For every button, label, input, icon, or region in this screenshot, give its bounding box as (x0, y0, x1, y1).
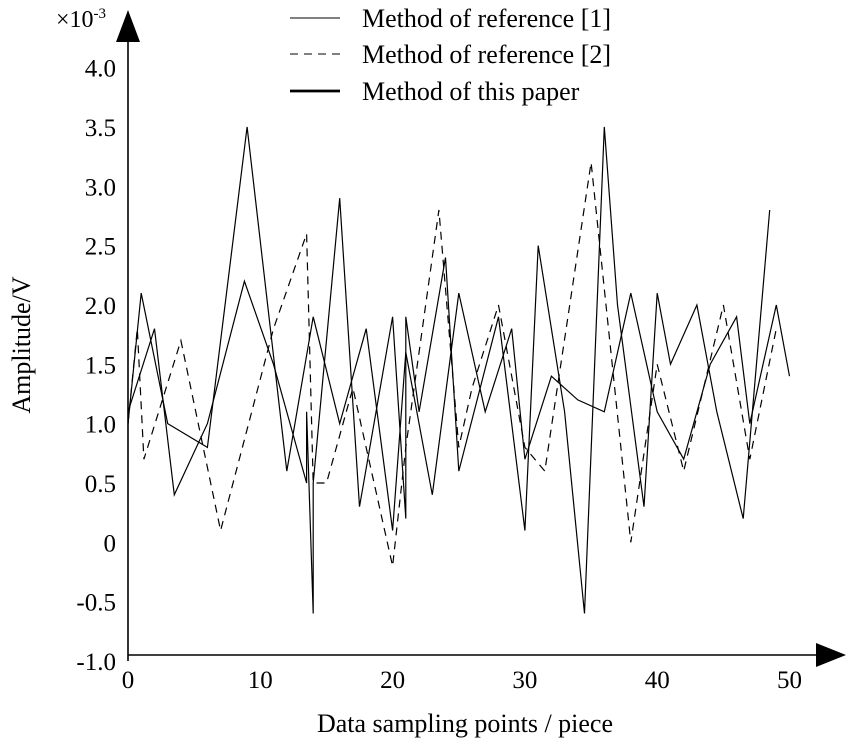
y-axis-label: Amplitude/V (7, 276, 36, 413)
x-tick-label: 10 (248, 667, 273, 694)
x-tick-label: 0 (122, 667, 135, 694)
series-line-this-paper (127, 126, 771, 614)
series-layer (127, 126, 791, 614)
x-axis-arrowhead (816, 643, 846, 667)
x-tick-label: 40 (645, 667, 670, 694)
legend-label-this-paper: Method of this paper (362, 77, 580, 106)
y-multiplier-exponent: -3 (94, 6, 107, 22)
legend: Method of reference [1] Method of refere… (290, 4, 611, 106)
x-tick-label: 20 (380, 667, 405, 694)
y-axis-arrowhead (116, 10, 140, 42)
ticks: -1.0 -0.5 0 0.5 1.0 1.5 2.0 2.5 3.0 3.5 4.0 0 10 20 30… (76, 56, 802, 694)
y-tick-label: 4.0 (85, 56, 116, 83)
y-tick-label: 3.0 (85, 174, 116, 201)
axes (116, 10, 846, 667)
x-tick-label: 50 (777, 667, 802, 694)
legend-label-reference-2: Method of reference [2] (362, 40, 611, 69)
y-tick-label: 2.5 (85, 234, 116, 261)
y-tick-label: 3.5 (85, 115, 116, 142)
legend-label-reference-1: Method of reference [1] (362, 4, 611, 33)
y-tick-label: 1.0 (85, 412, 116, 439)
y-tick-label: -0.5 (76, 590, 116, 617)
y-tick-label: -1.0 (76, 649, 116, 676)
y-tick-label: 0 (104, 530, 117, 557)
y-multiplier: ×10-3 (56, 6, 106, 33)
series-line-reference-2 (127, 162, 777, 567)
y-tick-label: 2.0 (85, 293, 116, 320)
y-tick-label: 1.5 (85, 352, 116, 379)
x-tick-label: 30 (512, 667, 537, 694)
x-axis-label: Data sampling points / piece (317, 709, 613, 738)
y-multiplier-base: ×10 (56, 7, 94, 33)
y-tick-label: 0.5 (85, 471, 116, 498)
